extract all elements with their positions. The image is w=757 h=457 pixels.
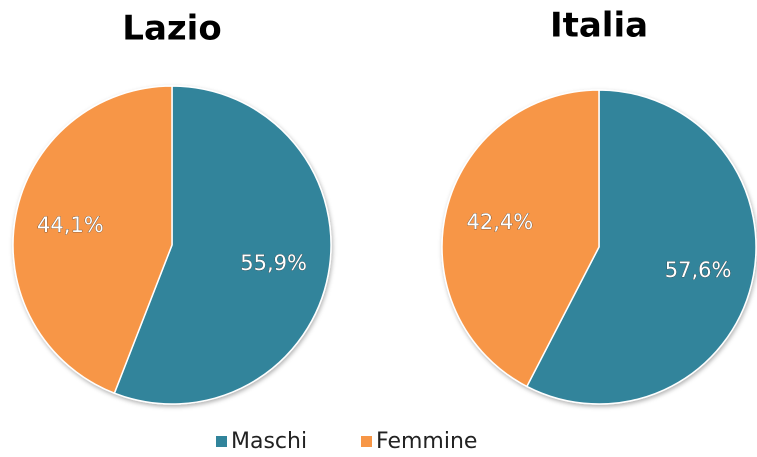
legend-label: Maschi	[231, 429, 307, 454]
legend-label: Femmine	[376, 429, 477, 454]
pie-slice	[441, 89, 600, 388]
pie-slice	[113, 85, 332, 405]
legend-swatch	[361, 436, 372, 447]
pie-slice	[525, 89, 757, 405]
pie	[441, 89, 757, 405]
data-label: 57,6%	[665, 258, 732, 282]
chart-title: Italia	[550, 6, 648, 46]
data-label: 42,4%	[466, 210, 533, 234]
legend-swatch	[216, 436, 227, 447]
pie-slice	[12, 85, 173, 395]
pie	[12, 85, 332, 405]
data-label: 55,9%	[240, 251, 307, 275]
chart-title: Lazio	[122, 9, 221, 49]
data-label: 44,1%	[37, 213, 104, 237]
